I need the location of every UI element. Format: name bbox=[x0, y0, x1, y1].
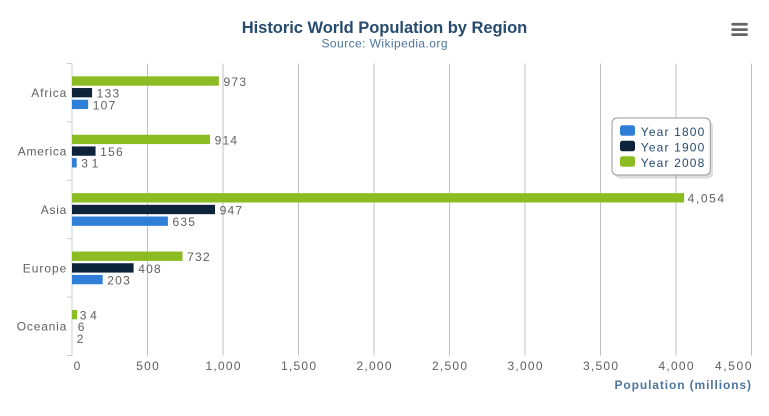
svg-text:1,500: 1,500 bbox=[281, 359, 316, 373]
svg-text:Historic World Population by R: Historic World Population by Region bbox=[242, 19, 528, 37]
svg-text:203: 203 bbox=[107, 273, 130, 287]
svg-text:156: 156 bbox=[100, 145, 123, 159]
svg-text:Year 1800: Year 1800 bbox=[641, 125, 705, 139]
svg-text:408: 408 bbox=[138, 262, 161, 276]
svg-text:3,500: 3,500 bbox=[583, 359, 618, 373]
svg-text:3,000: 3,000 bbox=[508, 359, 543, 373]
svg-text:4,000: 4,000 bbox=[659, 359, 694, 373]
svg-text:2: 2 bbox=[77, 332, 84, 346]
svg-text:107: 107 bbox=[93, 98, 116, 112]
svg-text:6: 6 bbox=[78, 320, 85, 334]
svg-text:Africa: Africa bbox=[31, 86, 66, 100]
svg-text:Europe: Europe bbox=[23, 261, 67, 275]
svg-text:Population (millions): Population (millions) bbox=[615, 378, 752, 392]
svg-text:914: 914 bbox=[215, 133, 238, 147]
svg-text:2,500: 2,500 bbox=[432, 359, 467, 373]
svg-text:Source: Wikipedia.org: Source: Wikipedia.org bbox=[322, 37, 448, 51]
svg-text:Year 2008: Year 2008 bbox=[641, 156, 705, 170]
svg-text:0: 0 bbox=[74, 359, 81, 373]
svg-text:America: America bbox=[18, 145, 67, 159]
svg-text:133: 133 bbox=[97, 87, 120, 101]
svg-text:973: 973 bbox=[224, 75, 247, 89]
svg-text:2,000: 2,000 bbox=[357, 359, 392, 373]
svg-text:635: 635 bbox=[172, 215, 195, 229]
svg-text:4,054: 4,054 bbox=[688, 192, 725, 206]
svg-text:1,000: 1,000 bbox=[206, 359, 241, 373]
svg-text:947: 947 bbox=[220, 203, 243, 217]
svg-text:Oceania: Oceania bbox=[17, 320, 67, 334]
svg-text:Asia: Asia bbox=[41, 203, 67, 217]
svg-text:4,500: 4,500 bbox=[715, 359, 752, 373]
svg-text:Year 1900: Year 1900 bbox=[641, 141, 705, 155]
svg-text:732: 732 bbox=[187, 250, 210, 264]
svg-text:500: 500 bbox=[136, 359, 159, 373]
